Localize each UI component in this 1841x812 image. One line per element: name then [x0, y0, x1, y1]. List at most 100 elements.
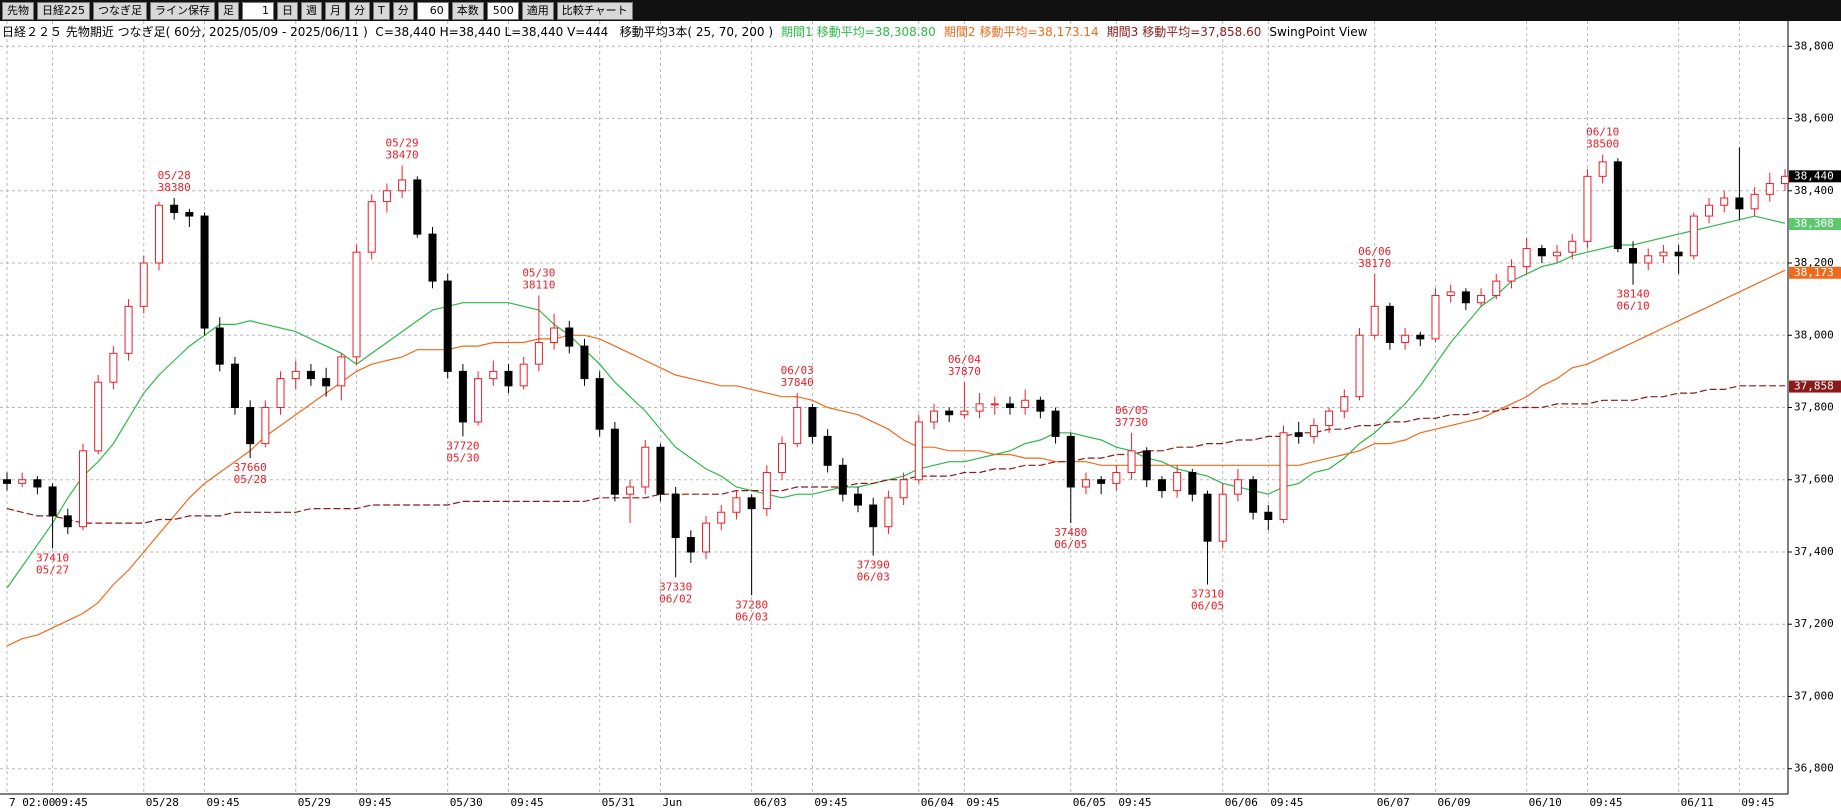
candle-body	[945, 410, 954, 416]
candle-body	[1142, 450, 1151, 481]
minute-button[interactable]: 分	[349, 1, 370, 20]
x-tick-label: 05/28	[146, 796, 179, 809]
swing-price: 37390	[857, 559, 890, 572]
x-tick-label: Jun	[662, 796, 682, 809]
swing-price: 37280	[735, 598, 768, 611]
swing-date: 05/28	[234, 473, 267, 486]
legend-value: 移動平均=38,308.80	[816, 25, 936, 39]
x-tick-label: 05/30	[450, 796, 483, 809]
candle-body	[671, 493, 680, 539]
candle-body	[489, 370, 498, 380]
candle-body	[732, 497, 741, 513]
x-tick-label: 06/04	[921, 796, 954, 809]
swing-date: 05/27	[36, 563, 69, 576]
candle-body	[109, 352, 118, 383]
x-tick-label: 06/11	[1681, 796, 1714, 809]
ma-line	[6, 385, 1785, 524]
swing-date: 06/04	[948, 353, 981, 366]
y-tick-label: 37,600	[1794, 473, 1834, 486]
candle-body	[428, 233, 437, 282]
price-tag	[1789, 266, 1841, 279]
swing-date: 05/29	[386, 136, 419, 149]
candle-body	[154, 204, 163, 264]
bar-label: 足	[218, 1, 239, 20]
legend-value: 移動平均=38,173.14	[979, 25, 1099, 39]
candle-body	[1659, 251, 1668, 257]
candle-body	[230, 363, 239, 408]
candle-body	[838, 464, 847, 495]
candle-body	[1522, 248, 1531, 268]
candle-body	[398, 179, 407, 192]
chart: 36,800 37,000 37,200 37,400 37,600 37,800 38,0…	[0, 21, 1841, 809]
day-button[interactable]: 日	[277, 1, 298, 20]
candle-body	[550, 327, 559, 343]
candle-body	[246, 407, 255, 445]
candle-body	[1553, 251, 1562, 257]
candle-body	[1340, 396, 1349, 412]
bar-input[interactable]: 1	[242, 1, 274, 20]
swing-price: 38110	[522, 279, 555, 292]
candle-body	[352, 251, 361, 358]
swing-date: 05/30	[522, 267, 555, 280]
candle-body	[261, 407, 270, 445]
swing-price: 38380	[158, 181, 191, 194]
candle-body	[124, 305, 133, 354]
x-tick-label: 06/07	[1377, 796, 1410, 809]
candle-body	[1401, 334, 1410, 343]
count-input[interactable]: 500	[486, 1, 519, 20]
swing-date: 06/03	[735, 610, 768, 623]
candle-body	[1218, 493, 1227, 542]
x-tick-label: 09:45	[814, 796, 847, 809]
candle-body	[1279, 432, 1288, 520]
candle-body	[3, 479, 11, 484]
price-tag	[1789, 218, 1841, 231]
candle-body	[1720, 197, 1729, 206]
minute-input[interactable]: 60	[416, 1, 449, 20]
candle-body	[1249, 479, 1258, 513]
candle-body	[990, 403, 999, 406]
swing-price: 37480	[1054, 526, 1087, 539]
market-select[interactable]: 日経225	[37, 1, 90, 20]
candle-body	[63, 515, 72, 528]
x-tick-label: 09:45	[1118, 796, 1151, 809]
symbol-select[interactable]: 先物	[2, 1, 34, 20]
swing-date: 05/28	[158, 169, 191, 182]
month-button[interactable]: 月	[325, 1, 346, 20]
swing-price: 37720	[446, 439, 479, 452]
compare-button[interactable]: 比較チャート	[556, 1, 633, 20]
price-tag-label: 38,173	[1794, 266, 1834, 279]
candle-body	[1644, 255, 1653, 264]
candle-body	[1461, 291, 1470, 304]
price-tag	[1789, 380, 1841, 393]
swing-price: 37310	[1191, 587, 1224, 600]
swing-date: 06/03	[781, 364, 814, 377]
y-tick-label: 38,200	[1794, 256, 1834, 269]
x-tick-label: 7 02:00	[9, 796, 55, 809]
candle-body	[215, 327, 224, 365]
candle-body	[1385, 305, 1394, 343]
candle-body	[565, 327, 574, 347]
x-tick-label: 05/31	[602, 796, 635, 809]
candle-body	[762, 472, 771, 510]
candle-body	[1264, 511, 1273, 520]
candle-body	[276, 378, 285, 409]
candle-body	[458, 370, 467, 423]
candle-body	[1416, 334, 1425, 340]
candle-body	[929, 410, 938, 423]
series-select[interactable]: つなぎ足	[93, 1, 147, 20]
swing-price: 37410	[36, 551, 69, 564]
swing-date: 06/05	[1054, 538, 1087, 551]
candle-body	[899, 479, 908, 499]
price-tag-label: 38,440	[1794, 169, 1834, 182]
save-line-button[interactable]: ライン保存	[150, 1, 215, 20]
candle-body	[914, 421, 923, 481]
week-button[interactable]: 週	[301, 1, 322, 20]
apply-button[interactable]: 適用	[521, 1, 554, 20]
y-tick-label: 37,000	[1794, 689, 1834, 702]
candle-body	[337, 356, 346, 387]
x-tick-label: 06/10	[1529, 796, 1562, 809]
tick-button[interactable]: T	[373, 1, 390, 20]
y-tick-label: 38,000	[1794, 328, 1834, 341]
price-tag	[1789, 170, 1841, 183]
x-tick-label: 09:45	[359, 796, 392, 809]
